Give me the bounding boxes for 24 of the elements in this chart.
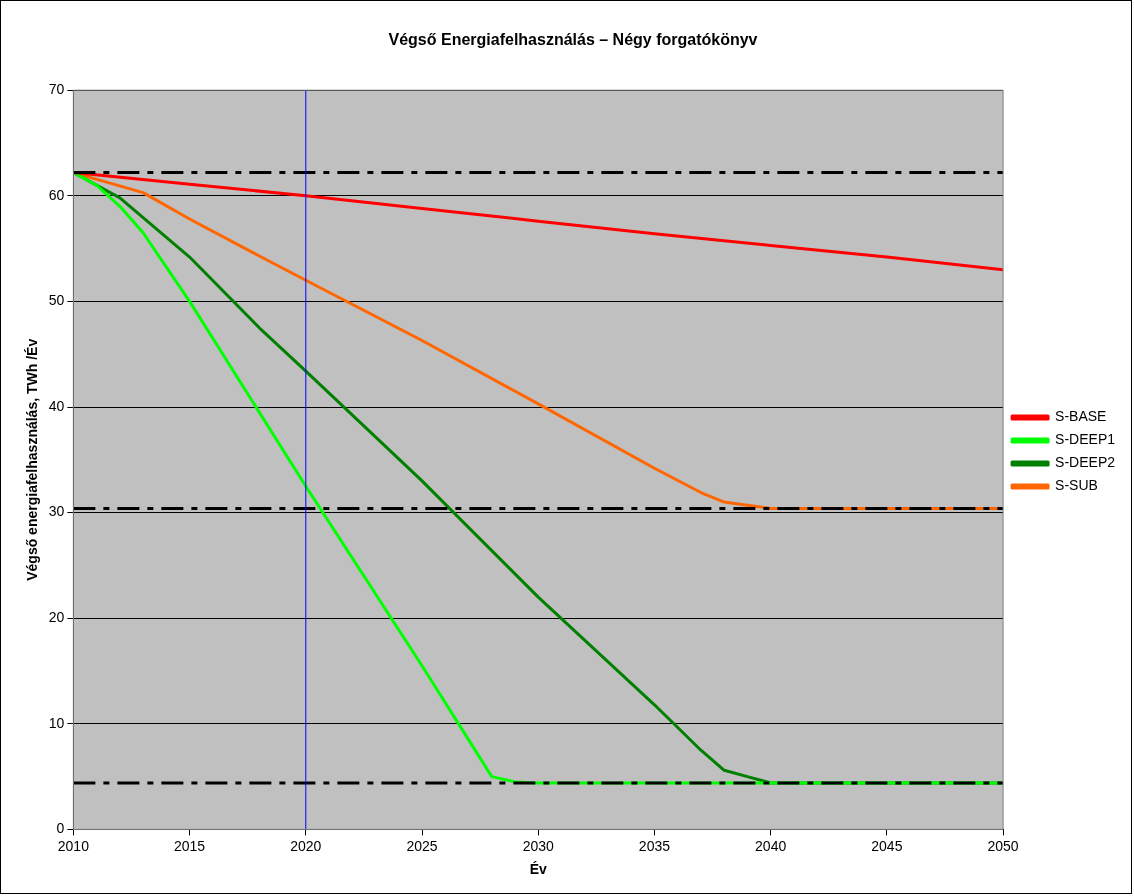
x-axis-title: Év — [529, 861, 548, 878]
legend-label: S-DEEP2 — [1055, 454, 1116, 471]
legend-label: S-BASE — [1055, 408, 1107, 425]
y-tick-label: 10 — [48, 714, 65, 731]
y-tick-label: 30 — [48, 503, 65, 520]
x-tick-label: 2050 — [987, 837, 1019, 854]
x-tick-label: 2030 — [522, 837, 555, 854]
x-tick-label: 2040 — [755, 837, 787, 854]
y-tick-label: 70 — [48, 81, 65, 98]
chart-title: Végső Energiafelhasználás – Négy forgatókönyv — [388, 31, 758, 49]
x-tick-label: 2015 — [174, 837, 206, 854]
y-tick-label: 60 — [48, 186, 65, 203]
x-tick-label: 2010 — [57, 837, 90, 854]
y-axis-title: Végső energiafelhasználás, TWh /Év — [24, 338, 41, 581]
x-tick-label: 2045 — [871, 837, 903, 854]
legend-label: S-SUB — [1055, 477, 1098, 494]
y-tick-label: 0 — [56, 820, 65, 837]
x-tick-label: 2025 — [406, 837, 438, 854]
y-tick-label: 20 — [48, 609, 65, 626]
y-tick-label: 40 — [48, 397, 65, 414]
legend-label: S-DEEP1 — [1055, 431, 1116, 448]
x-tick-label: 2035 — [638, 837, 671, 854]
y-tick-label: 50 — [48, 292, 65, 309]
x-tick-label: 2020 — [290, 837, 322, 854]
